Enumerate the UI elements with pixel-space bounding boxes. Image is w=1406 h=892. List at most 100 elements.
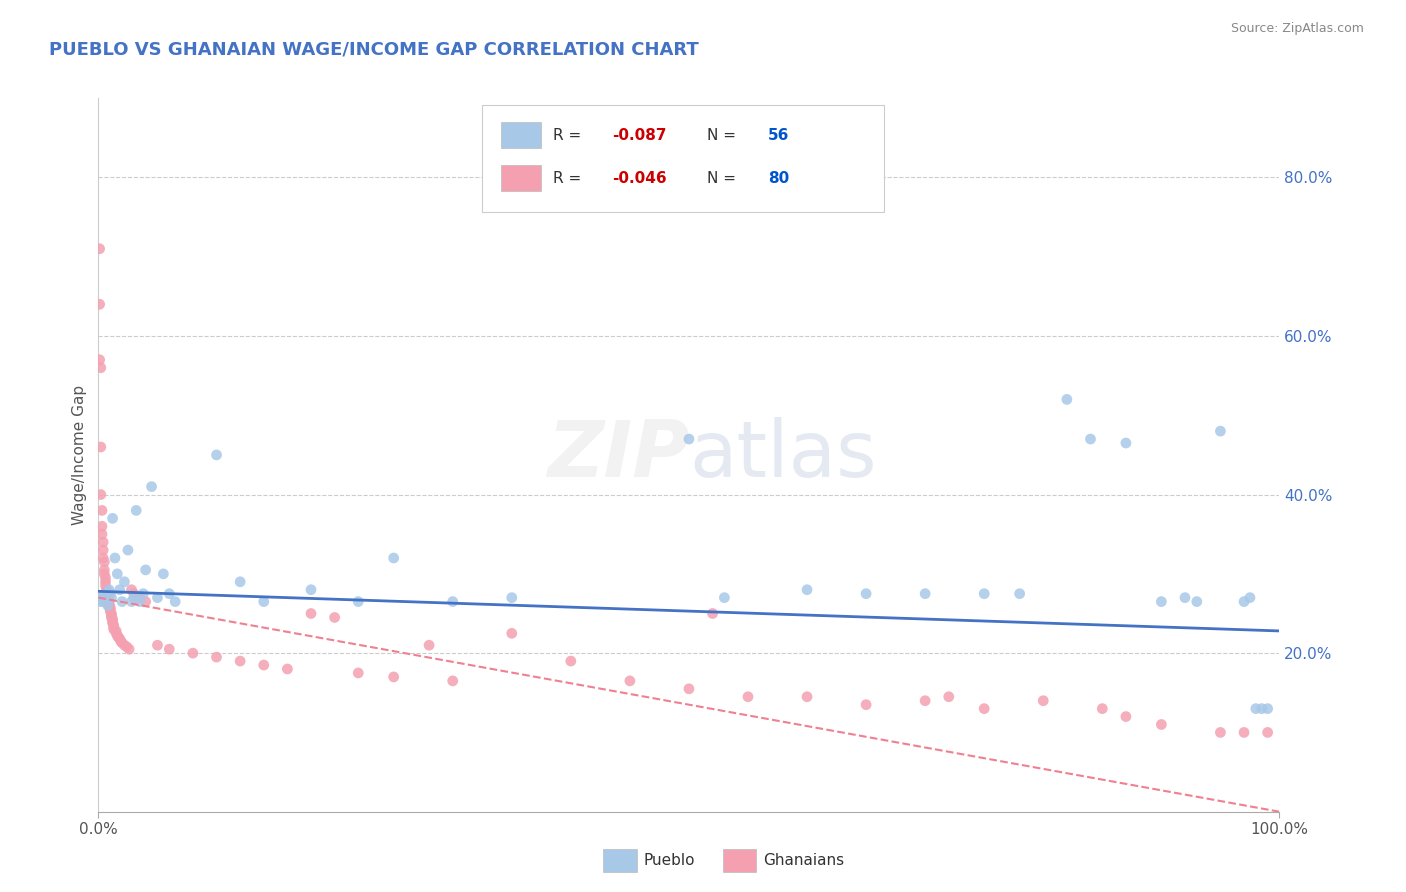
Point <box>110 634 132 648</box>
Point <box>93 566 115 581</box>
Point <box>1233 725 1256 739</box>
Point <box>276 662 298 676</box>
Point <box>98 604 121 618</box>
Point <box>105 566 128 581</box>
Point <box>1150 717 1173 731</box>
Point <box>418 638 440 652</box>
Point <box>855 587 877 601</box>
Point <box>112 574 135 589</box>
Point <box>90 487 112 501</box>
Text: Ghanaians: Ghanaians <box>763 854 845 868</box>
Point <box>117 543 139 558</box>
Point <box>1080 432 1102 446</box>
Point <box>973 701 995 715</box>
Point <box>121 582 143 597</box>
Point <box>101 615 124 629</box>
Point <box>1115 436 1137 450</box>
Point <box>96 582 118 597</box>
Point <box>914 694 936 708</box>
Point <box>97 599 120 613</box>
Point <box>105 626 128 640</box>
Point <box>253 594 276 608</box>
Point <box>347 665 370 680</box>
Point <box>90 360 112 375</box>
Point <box>135 594 157 608</box>
Text: -0.046: -0.046 <box>612 171 666 186</box>
Point <box>132 587 155 601</box>
Point <box>229 574 252 589</box>
Point <box>101 615 124 630</box>
Point <box>1032 694 1054 708</box>
Point <box>111 636 134 650</box>
Point <box>441 594 464 608</box>
Point <box>1257 701 1279 715</box>
Point <box>1185 594 1208 608</box>
Point <box>128 594 150 608</box>
Point <box>1233 594 1256 608</box>
Point <box>91 551 114 566</box>
FancyBboxPatch shape <box>482 105 884 212</box>
Point <box>1008 587 1031 601</box>
Point <box>382 670 405 684</box>
Point <box>91 527 114 541</box>
Point <box>121 594 143 608</box>
Point <box>135 563 157 577</box>
Point <box>105 629 128 643</box>
Text: Source: ZipAtlas.com: Source: ZipAtlas.com <box>1230 22 1364 36</box>
Point <box>98 582 121 597</box>
Y-axis label: Wage/Income Gap: Wage/Income Gap <box>72 384 87 525</box>
Point <box>229 654 252 668</box>
Point <box>382 551 405 566</box>
Text: Pueblo: Pueblo <box>644 854 696 868</box>
Point <box>1115 709 1137 723</box>
Point <box>973 587 995 601</box>
Point <box>103 618 125 632</box>
Point <box>914 587 936 601</box>
Point <box>89 242 111 256</box>
Point <box>104 551 127 566</box>
Point <box>299 607 322 621</box>
Point <box>128 591 150 605</box>
Point <box>855 698 877 712</box>
Point <box>118 642 141 657</box>
Point <box>96 587 118 601</box>
Point <box>97 589 120 603</box>
Point <box>146 591 169 605</box>
Point <box>108 582 131 597</box>
Text: ZIP: ZIP <box>547 417 689 493</box>
Text: N =: N = <box>707 128 741 144</box>
Point <box>501 626 523 640</box>
Text: R =: R = <box>553 128 586 144</box>
Point <box>702 607 724 621</box>
Point <box>1244 701 1267 715</box>
Point <box>152 566 174 581</box>
Point <box>146 638 169 652</box>
Point <box>737 690 759 704</box>
Text: N =: N = <box>707 171 741 186</box>
Point <box>90 440 112 454</box>
Point <box>323 610 346 624</box>
Point <box>122 591 145 605</box>
Text: R =: R = <box>553 171 586 186</box>
Point <box>347 594 370 608</box>
Point <box>93 563 115 577</box>
Point <box>91 519 114 533</box>
Point <box>678 432 700 446</box>
FancyBboxPatch shape <box>501 165 541 191</box>
Point <box>101 511 124 525</box>
Point <box>91 591 114 605</box>
Point <box>91 503 114 517</box>
Point <box>89 591 111 605</box>
Point <box>122 587 145 601</box>
Point <box>98 602 121 616</box>
Point <box>112 638 135 652</box>
Point <box>100 591 122 605</box>
Text: atlas: atlas <box>689 417 876 493</box>
Point <box>89 352 111 367</box>
Point <box>105 624 128 638</box>
Point <box>94 592 117 607</box>
Point <box>181 646 204 660</box>
Point <box>96 587 118 601</box>
Point <box>1174 591 1197 605</box>
Point <box>111 594 134 608</box>
